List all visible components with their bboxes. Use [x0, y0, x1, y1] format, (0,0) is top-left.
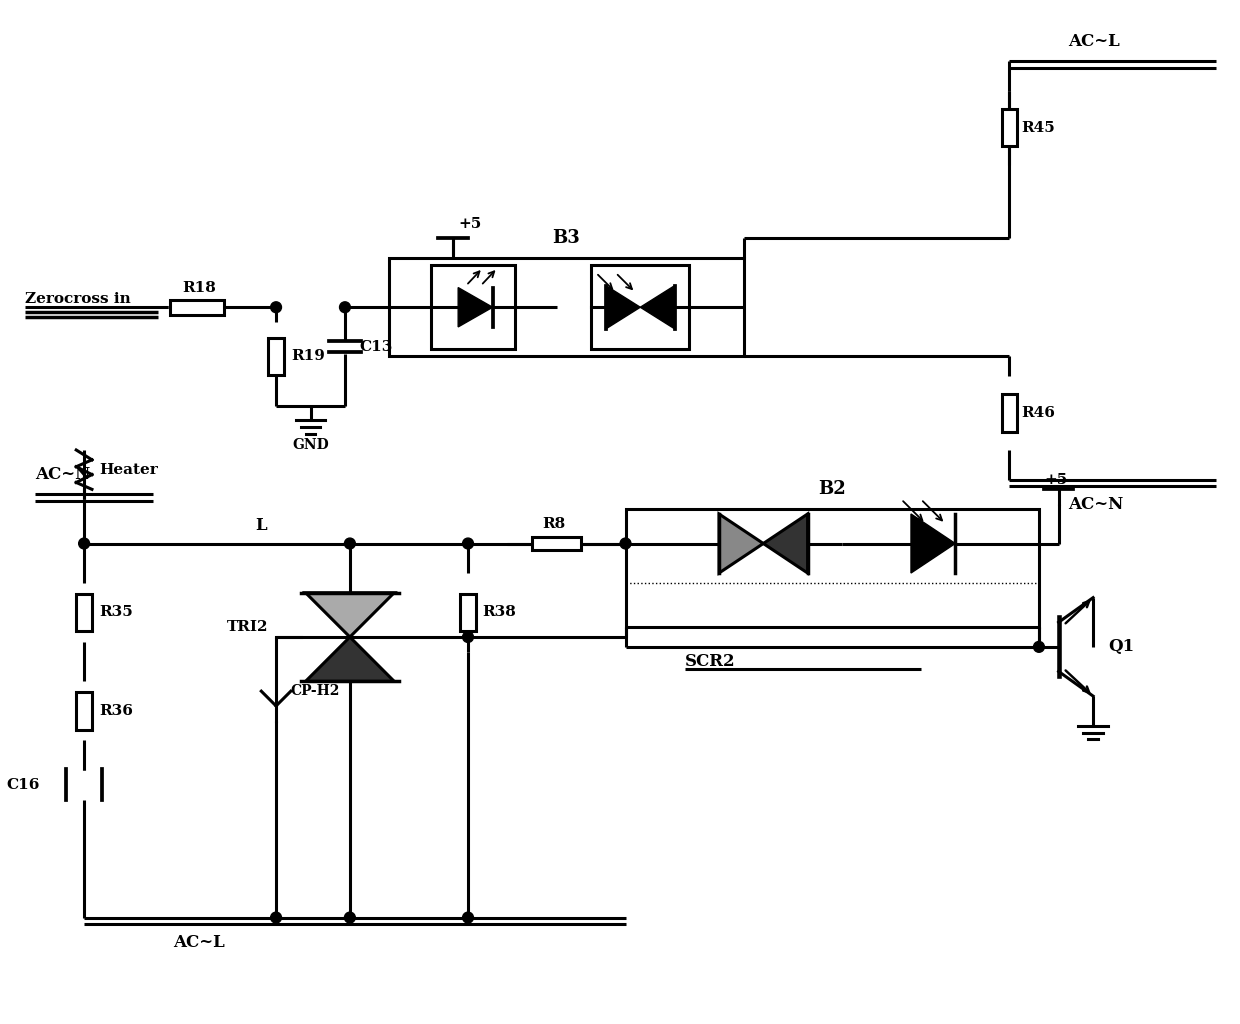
Circle shape — [463, 632, 474, 642]
Text: B3: B3 — [553, 229, 580, 248]
Text: TRI2: TRI2 — [227, 621, 268, 634]
Circle shape — [345, 538, 356, 549]
Text: +5: +5 — [1044, 472, 1068, 486]
Text: C13: C13 — [360, 340, 393, 353]
Bar — [591, 265, 689, 349]
Text: R36: R36 — [99, 703, 133, 718]
Bar — [268, 338, 284, 375]
Text: R19: R19 — [291, 349, 325, 364]
Polygon shape — [606, 286, 640, 329]
Text: Q1: Q1 — [1107, 638, 1135, 655]
Polygon shape — [719, 514, 764, 573]
Text: R18: R18 — [182, 281, 217, 295]
Circle shape — [78, 538, 89, 549]
Text: AC~L: AC~L — [1069, 33, 1120, 50]
Text: B2: B2 — [818, 480, 846, 499]
Polygon shape — [305, 637, 394, 681]
Bar — [76, 692, 92, 729]
Bar — [389, 258, 744, 356]
Text: C16: C16 — [6, 777, 40, 792]
Text: Heater: Heater — [99, 463, 157, 476]
Text: AC~L: AC~L — [172, 934, 224, 950]
Polygon shape — [911, 514, 955, 573]
Bar — [76, 594, 92, 631]
Text: R46: R46 — [1022, 407, 1055, 420]
Text: AC~N: AC~N — [1069, 496, 1123, 513]
Bar — [532, 537, 582, 550]
Polygon shape — [640, 286, 675, 329]
Circle shape — [270, 912, 281, 923]
Circle shape — [345, 912, 356, 923]
Bar — [1002, 109, 1017, 146]
Bar — [432, 265, 515, 349]
Circle shape — [463, 538, 474, 549]
Text: +5: +5 — [458, 216, 481, 230]
Circle shape — [463, 912, 474, 923]
Text: Zerocross in: Zerocross in — [25, 293, 130, 306]
Text: SCR2: SCR2 — [684, 653, 735, 670]
Bar — [1002, 394, 1017, 432]
Polygon shape — [764, 514, 807, 573]
Text: R38: R38 — [482, 605, 517, 620]
Bar — [625, 509, 1039, 627]
Bar — [460, 594, 476, 631]
Text: L: L — [255, 517, 267, 535]
Text: AC~N: AC~N — [35, 466, 91, 483]
Polygon shape — [458, 288, 492, 327]
Text: R35: R35 — [99, 605, 133, 620]
Text: R45: R45 — [1022, 121, 1055, 134]
Circle shape — [270, 302, 281, 312]
Text: R8: R8 — [542, 517, 565, 530]
Circle shape — [340, 302, 351, 312]
Text: GND: GND — [293, 438, 330, 452]
Text: CP-H2: CP-H2 — [291, 684, 340, 698]
Polygon shape — [305, 593, 394, 637]
Circle shape — [620, 538, 631, 549]
Bar — [170, 300, 224, 314]
Circle shape — [1034, 641, 1044, 652]
